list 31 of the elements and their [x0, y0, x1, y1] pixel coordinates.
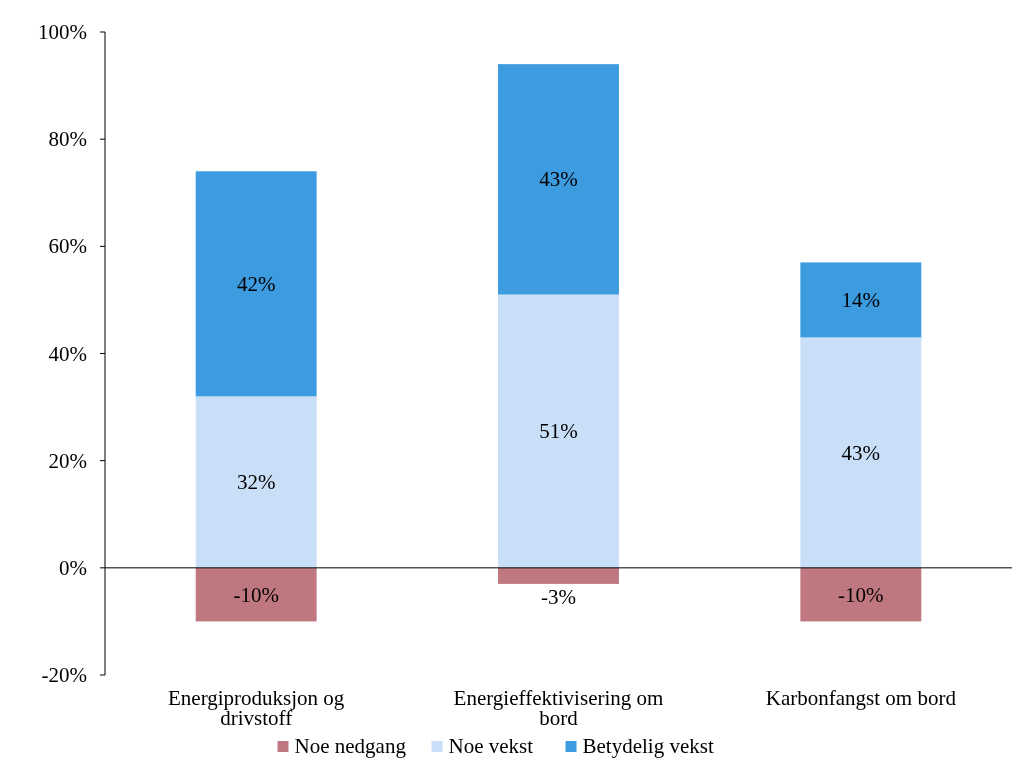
x-tick-label: Energiproduksjon og drivstoff [167, 686, 345, 730]
data-label: 51% [539, 419, 578, 444]
bar [195, 396, 317, 568]
data-label: 43% [841, 440, 881, 465]
y-tick-label: 60% [48, 234, 87, 259]
y-tick-label: 100% [38, 20, 87, 44]
bar [498, 294, 619, 568]
bar [498, 64, 619, 295]
bar [800, 262, 922, 338]
legend-label: Noe nedgang [294, 734, 407, 758]
data-label: 43% [539, 167, 578, 192]
y-tick-label: -20% [41, 663, 87, 687]
data-label: 32% [236, 470, 276, 495]
data-label: -10% [838, 582, 884, 607]
data-label: 14% [841, 287, 881, 312]
bar [800, 337, 922, 568]
legend-label: Betydelig vekst [582, 734, 714, 758]
x-tick-label: Karbonfangst om bord [765, 686, 957, 710]
bar [498, 567, 619, 584]
y-tick-label: 0% [59, 555, 87, 580]
bar [195, 567, 317, 622]
data-label: 42% [236, 271, 276, 296]
bar [800, 567, 922, 622]
bar [195, 171, 317, 397]
data-label: -3% [541, 584, 576, 609]
data-label: -10% [233, 582, 279, 607]
y-tick-label: 40% [48, 341, 87, 366]
y-tick-label: 20% [48, 448, 87, 473]
legend-label: Noe vekst [448, 734, 534, 758]
x-tick-label: Energieffektivisering om bord [453, 686, 664, 730]
y-tick-label: 80% [48, 127, 87, 152]
